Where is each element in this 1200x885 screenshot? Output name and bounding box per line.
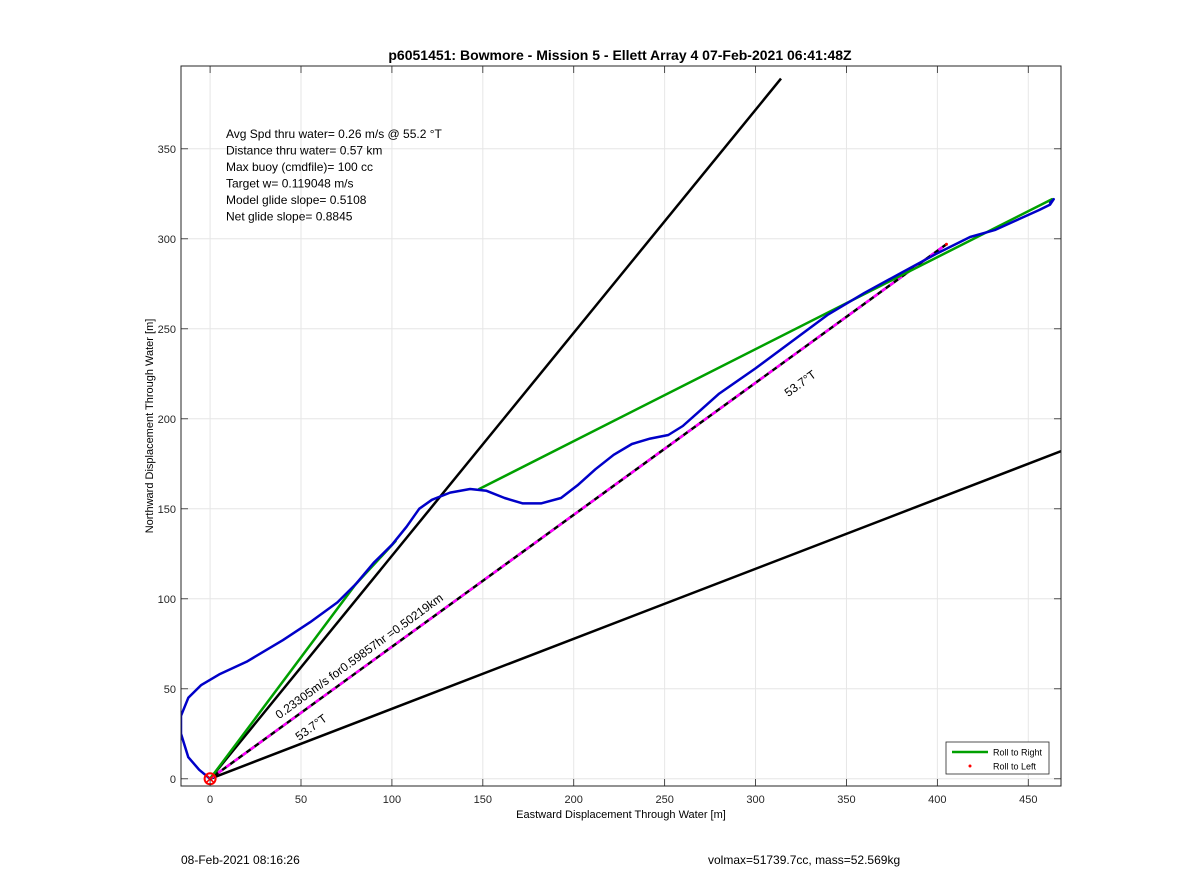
y-tick-label: 150 bbox=[158, 504, 176, 516]
series-layer bbox=[181, 197, 1055, 786]
x-tick-label: 100 bbox=[383, 794, 401, 806]
y-tick-label: 250 bbox=[158, 324, 176, 336]
x-tick-label: 200 bbox=[565, 794, 583, 806]
x-axis: 0 50 100 150 200 250 300 350 400 450 bbox=[207, 66, 1037, 806]
y-tick-label: 100 bbox=[158, 594, 176, 606]
plot-background bbox=[181, 66, 1061, 786]
y-axis-label: Northward Displacement Through Water [m] bbox=[144, 319, 156, 534]
x-tick-label: 350 bbox=[837, 794, 855, 806]
footer-volume-mass: volmax=51739.7cc, mass=52.569kg bbox=[708, 853, 901, 867]
stats-line: Avg Spd thru water= 0.26 m/s @ 55.2 °T bbox=[226, 127, 443, 141]
legend-label: Roll to Left bbox=[993, 762, 1037, 772]
x-tick-label: 300 bbox=[746, 794, 764, 806]
legend-box bbox=[945, 741, 1050, 775]
legend: Roll to Right Roll to Left bbox=[945, 741, 1050, 775]
x-tick-label: 0 bbox=[207, 794, 213, 806]
stats-text-block: Avg Spd thru water= 0.26 m/s @ 55.2 °T Di… bbox=[226, 127, 443, 224]
y-tick-label: 300 bbox=[158, 234, 176, 246]
plot-border bbox=[180, 65, 1062, 787]
x-tick-label: 250 bbox=[655, 794, 673, 806]
y-tick-label: 200 bbox=[158, 414, 176, 426]
y-tick-label: 0 bbox=[170, 774, 176, 786]
reference-line-heading-dash bbox=[209, 243, 948, 780]
series-glider-track bbox=[181, 197, 1055, 781]
x-tick-label: 400 bbox=[928, 794, 946, 806]
stats-line: Net glide slope= 0.8845 bbox=[226, 210, 353, 224]
legend-label: Roll to Right bbox=[993, 748, 1043, 758]
series-roll-right-segment bbox=[208, 583, 357, 781]
plot-area: 53.7°T53.7°T0.23305m/s for0.59857hr =0.5… bbox=[180, 65, 1062, 787]
stats-line: Max buoy (cmdfile)= 100 cc bbox=[226, 160, 373, 174]
legend-swatch-dot bbox=[968, 764, 972, 768]
footer-timestamp: 08-Feb-2021 08:16:26 bbox=[181, 853, 300, 867]
stats-line: Model glide slope= 0.5108 bbox=[226, 193, 367, 207]
reference-line bbox=[209, 450, 1061, 780]
start-marker-cross bbox=[205, 774, 215, 784]
x-tick-label: 450 bbox=[1019, 794, 1037, 806]
stats-line: Distance thru water= 0.57 km bbox=[226, 144, 382, 158]
x-tick-label: 50 bbox=[295, 794, 307, 806]
x-tick-label: 150 bbox=[474, 794, 492, 806]
y-tick-label: 350 bbox=[158, 144, 176, 156]
y-tick-label: 50 bbox=[164, 684, 176, 696]
reference-lines bbox=[209, 77, 1061, 780]
chart-title: p6051451: Bowmore - Mission 5 - Ellett A… bbox=[388, 47, 852, 63]
series-roll-right-segment bbox=[477, 197, 1054, 491]
y-axis: 0 50 100 150 200 250 300 350 bbox=[158, 144, 1061, 786]
x-axis-label: Eastward Displacement Through Water [m] bbox=[516, 809, 726, 821]
stats-line: Target w= 0.119048 m/s bbox=[226, 177, 354, 191]
series-roll-left-point bbox=[944, 242, 948, 246]
reference-line bbox=[209, 77, 782, 780]
